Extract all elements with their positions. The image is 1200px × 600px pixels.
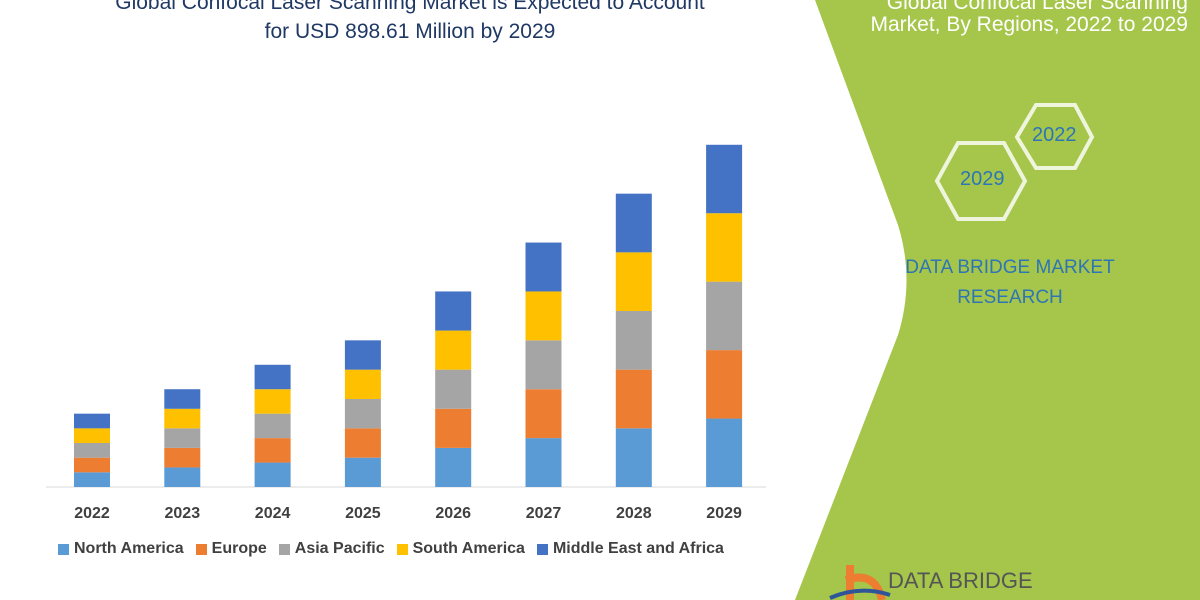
legend-item: Middle East and Africa <box>536 540 724 558</box>
x-tick-label: 2029 <box>706 505 742 522</box>
legend-item: Europe <box>195 540 267 558</box>
legend-swatch <box>195 543 207 555</box>
bar-segment <box>164 389 201 409</box>
bar-segment <box>254 438 291 463</box>
bar-segment <box>344 399 381 429</box>
x-tick-label: 2027 <box>526 505 562 522</box>
legend-item: Asia Pacific <box>278 540 385 558</box>
bar-segment <box>525 291 562 341</box>
bar-segment <box>164 447 201 468</box>
x-tick-label: 2025 <box>345 505 381 522</box>
logo-icon <box>829 565 891 600</box>
bar-segment <box>164 408 201 429</box>
side-title-line2: Market, By Regions, 2022 to 2029 <box>870 13 1188 36</box>
hexagon-2022 <box>1014 103 1095 170</box>
legend-label: Middle East and Africa <box>552 540 724 557</box>
bar-segment <box>615 311 652 370</box>
bar-segment <box>706 418 743 487</box>
x-tick-labels: 2022 2023 2024 2025 2026 2027 2028 2029 <box>74 505 742 522</box>
bar-segment <box>435 447 472 487</box>
bar-segment <box>525 340 562 390</box>
bar-segment <box>254 389 291 414</box>
bar-segment <box>706 213 743 282</box>
bar-segment <box>74 428 110 443</box>
bar-segment <box>254 364 291 390</box>
bar-segment <box>706 144 743 214</box>
bars-group <box>74 144 743 487</box>
bar-segment <box>525 389 562 439</box>
bar-segment <box>435 408 472 448</box>
bar-segment <box>344 457 381 487</box>
brand-line1: DATA BRIDGE MARKET <box>905 257 1115 278</box>
bar-segment <box>615 193 652 253</box>
legend-swatch <box>536 543 548 555</box>
bar-segment <box>344 428 381 458</box>
bar-segment <box>254 462 291 487</box>
hexagon-2029 <box>934 141 1028 221</box>
brand-line2: RESEARCH <box>957 287 1063 308</box>
bar-segment <box>74 443 110 458</box>
chart-title-line1: Global Confocal Laser Scanning Market is… <box>115 0 705 14</box>
legend-item: South America <box>396 540 525 558</box>
x-tick-label: 2023 <box>165 505 201 522</box>
side-title-line1: Global Confocal Laser Scanning <box>886 0 1188 14</box>
bar-segment <box>706 350 743 419</box>
bar-segment <box>344 340 381 370</box>
legend-label: Europe <box>211 540 267 557</box>
bar-segment <box>525 242 562 292</box>
x-tick-label: 2028 <box>616 505 652 522</box>
logo-text: DATA BRIDGE <box>888 568 1033 593</box>
legend-label: North America <box>74 540 184 557</box>
bar-segment <box>435 369 472 409</box>
bar-segment <box>164 428 201 448</box>
green-side-panel <box>795 0 1200 600</box>
x-tick-label: 2026 <box>435 505 471 522</box>
bar-segment <box>435 330 472 370</box>
legend: North America Europe Asia Pacific South Ame… <box>58 540 724 558</box>
hex-label-2029: 2029 <box>960 168 1005 190</box>
bar-segment <box>74 413 110 429</box>
bar-segment <box>435 291 472 331</box>
bar-segment <box>254 413 291 439</box>
chart-title-line2: for USD 898.61 Million by 2029 <box>264 20 556 43</box>
bar-segment <box>525 438 562 487</box>
bar-segment <box>615 428 652 487</box>
bar-segment <box>74 472 110 487</box>
legend-item: North America <box>58 540 184 558</box>
legend-swatch <box>58 543 69 555</box>
bar-segment <box>615 252 652 311</box>
legend-label: Asia Pacific <box>294 540 385 557</box>
x-tick-label: 2022 <box>74 505 110 522</box>
bar-segment <box>344 369 381 399</box>
legend-label: South America <box>412 540 525 557</box>
bar-segment <box>615 369 652 429</box>
bar-segment <box>74 457 110 473</box>
bar-segment <box>164 467 201 487</box>
hex-label-2022: 2022 <box>1032 124 1077 146</box>
legend-swatch <box>278 543 290 555</box>
x-tick-label: 2024 <box>255 505 291 522</box>
legend-swatch <box>396 543 408 555</box>
bar-segment <box>706 281 743 351</box>
